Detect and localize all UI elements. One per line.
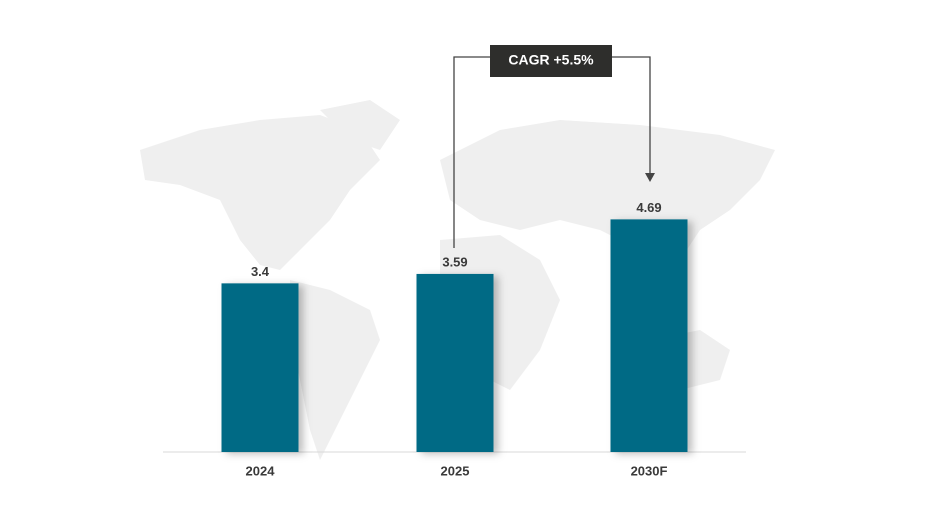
cagr-label: CAGR +5.5%: [508, 52, 594, 68]
cagr-connector: [453, 56, 651, 248]
bar: [610, 219, 688, 452]
value-label: 3.59: [442, 254, 467, 269]
arrow-head: [645, 173, 655, 182]
x-tick-label: 2030F: [631, 463, 668, 478]
world-map: [140, 100, 775, 460]
x-tick-label: 2024: [246, 463, 276, 478]
bar: [416, 273, 494, 452]
value-label: 4.69: [636, 200, 661, 215]
x-tick-label: 2025: [441, 463, 470, 478]
cagr-box: [490, 45, 612, 77]
bar: [221, 283, 299, 452]
value-label: 3.4: [251, 264, 270, 279]
